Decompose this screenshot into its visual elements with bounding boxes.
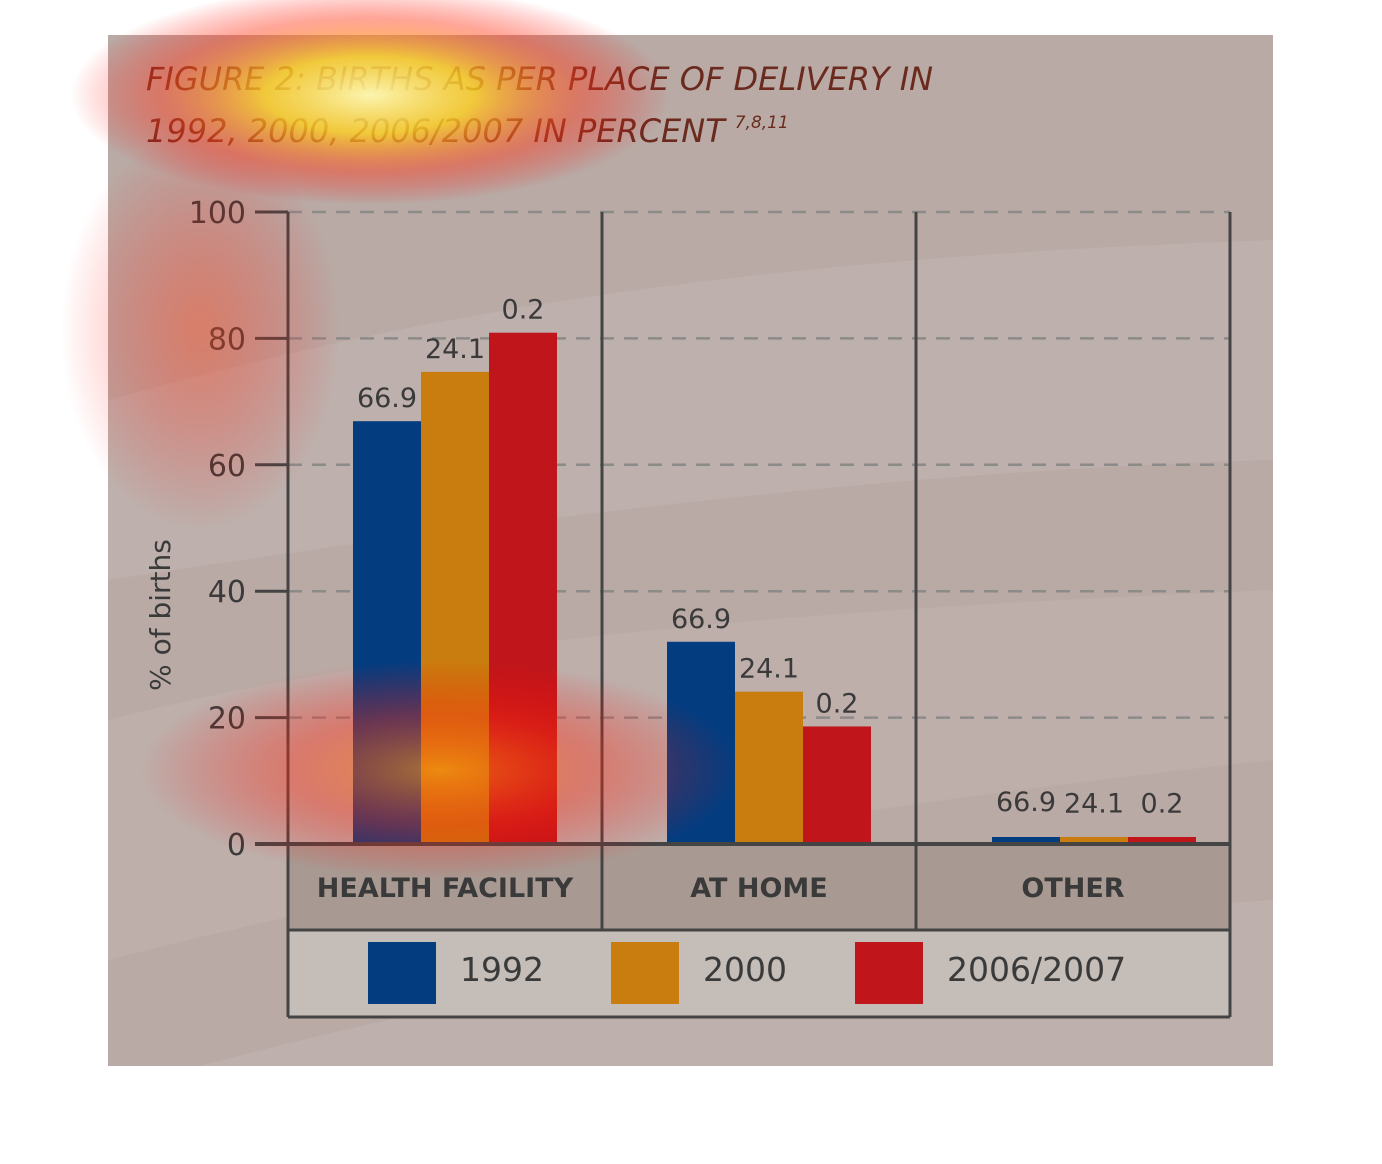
data-label: 0.2	[502, 295, 545, 326]
legend-swatch	[611, 942, 679, 1004]
bar	[667, 641, 735, 844]
category-label: HEALTH FACILITY	[317, 873, 574, 904]
chart-title-line-2: 1992, 2000, 2006/2007 IN PERCENT 7,8,11	[146, 112, 789, 150]
category-label: OTHER	[1021, 873, 1124, 904]
data-label: 0.2	[1141, 789, 1184, 820]
y-tick-label: 60	[208, 449, 246, 484]
y-tick-label: 40	[208, 575, 246, 610]
bar	[353, 421, 421, 844]
data-label: 66.9	[996, 787, 1056, 818]
bar	[421, 371, 489, 844]
chart-title-line-1: FIGURE 2: BIRTHS AS PER PLACE OF DELIVER…	[146, 60, 933, 98]
bar	[735, 691, 803, 844]
y-axis-label: % of births	[144, 539, 177, 691]
data-label: 66.9	[671, 604, 731, 635]
category-label: AT HOME	[690, 873, 827, 904]
legend-label: 2000	[703, 950, 787, 989]
legend-swatch	[855, 942, 923, 1004]
legend-swatch	[368, 942, 436, 1004]
y-tick-label: 0	[227, 828, 246, 863]
bar	[803, 726, 871, 844]
bar	[1060, 837, 1128, 844]
legend: 1992 2000 2006/2007	[368, 942, 1126, 1004]
data-label: 24.1	[425, 334, 485, 365]
bar	[489, 332, 557, 844]
legend-label: 2006/2007	[947, 950, 1126, 989]
legend-label: 1992	[460, 950, 544, 989]
chart-title-superscript: 7,8,11	[735, 113, 789, 133]
y-tick-label: 100	[189, 196, 246, 231]
data-label: 66.9	[357, 383, 417, 414]
chart-title-line-2-text: 1992, 2000, 2006/2007 IN PERCENT	[146, 112, 727, 150]
y-tick-label: 80	[208, 322, 246, 357]
data-label: 24.1	[1064, 789, 1124, 820]
data-label: 0.2	[816, 688, 859, 719]
y-tick-label: 20	[208, 702, 246, 737]
bar	[1128, 837, 1196, 844]
legend-band	[288, 930, 1230, 1017]
data-label: 24.1	[739, 654, 799, 685]
bar	[992, 837, 1060, 844]
